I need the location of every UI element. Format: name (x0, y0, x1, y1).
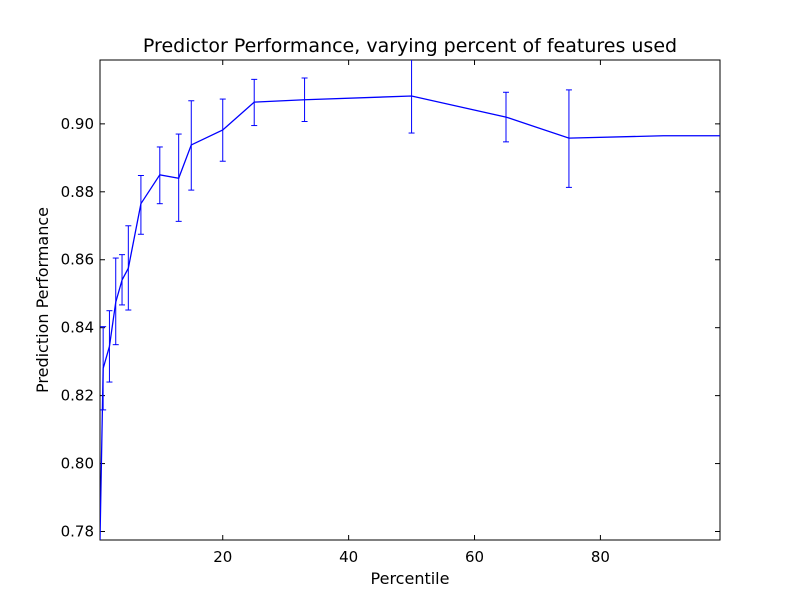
y-tick-label: 0.88 (61, 183, 94, 201)
plot-frame (99, 59, 721, 541)
plot-area: 20 40 60 80 0.78 0.80 0.82 0.84 0.86 0.88 0.90 (61, 59, 721, 566)
x-axis-label: Percentile (371, 569, 450, 588)
y-tick-label: 0.86 (61, 251, 94, 269)
y-tick-label: 0.78 (61, 523, 94, 541)
y-tick-label: 0.84 (61, 319, 94, 337)
y-axis-label: Prediction Performance (33, 207, 52, 393)
series-line (100, 95, 720, 540)
series-group (100, 60, 720, 540)
x-tick-label: 40 (339, 548, 358, 566)
x-tick-label: 20 (213, 548, 232, 566)
x-tick-label: 80 (591, 548, 610, 566)
y-tick-label: 0.82 (61, 387, 94, 405)
chart-title: Predictor Performance, varying percent o… (143, 35, 677, 57)
x-tick-label: 60 (465, 548, 484, 566)
y-tick-label: 0.80 (61, 455, 94, 473)
y-tick-label: 0.90 (61, 115, 94, 133)
